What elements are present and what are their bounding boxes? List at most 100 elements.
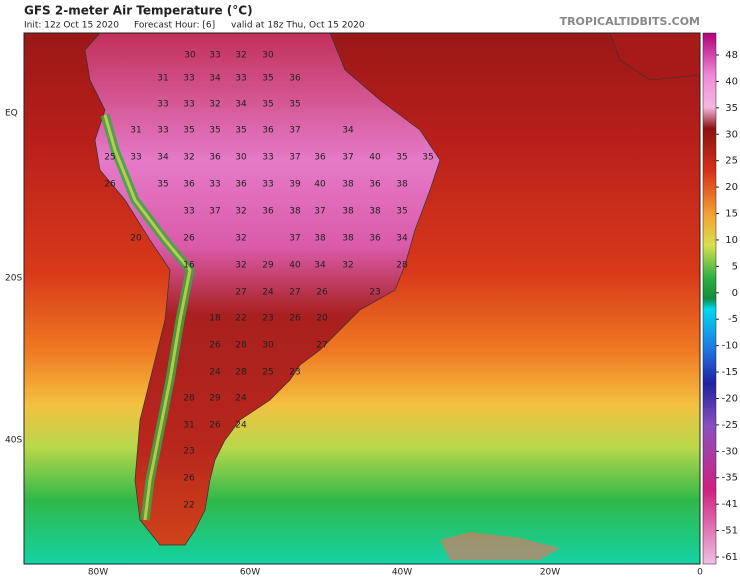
temperature-label: 33 bbox=[183, 207, 194, 217]
colorbar-label: 35 bbox=[725, 103, 738, 114]
longitude-label: 60W bbox=[240, 568, 260, 578]
temperature-label: 30 bbox=[262, 341, 274, 351]
temperature-label: 37 bbox=[314, 207, 325, 217]
temperature-label: 36 bbox=[235, 180, 247, 190]
temperature-label: 33 bbox=[262, 180, 273, 190]
temperature-label: 33 bbox=[183, 100, 194, 110]
temperature-label: 35 bbox=[289, 100, 300, 110]
temperature-label: 27 bbox=[289, 288, 300, 298]
temperature-label: 36 bbox=[209, 153, 221, 163]
temperature-label: 33 bbox=[262, 153, 273, 163]
temperature-label: 28 bbox=[235, 341, 247, 351]
temperature-label: 35 bbox=[422, 153, 433, 163]
init-time: Init: 12z Oct 15 2020 bbox=[24, 21, 119, 31]
temperature-label: 26 bbox=[289, 314, 301, 324]
temperature-label: 31 bbox=[183, 421, 194, 431]
colorbar-label: 0 bbox=[732, 288, 738, 299]
temperature-label: 28 bbox=[396, 261, 408, 271]
temperature-label: 36 bbox=[262, 207, 274, 217]
temperature-label: 20 bbox=[130, 234, 142, 244]
title: GFS 2-meter Air Temperature (°C) bbox=[24, 4, 253, 18]
temperature-label: 22 bbox=[183, 501, 194, 511]
temperature-label: 38 bbox=[289, 207, 301, 217]
temperature-label: 36 bbox=[369, 180, 381, 190]
temperature-label: 36 bbox=[369, 234, 381, 244]
temperature-label: 25 bbox=[262, 368, 273, 378]
longitude-label: 20W bbox=[540, 568, 560, 578]
temperature-label: 40 bbox=[369, 153, 381, 163]
temperature-label: 38 bbox=[342, 207, 354, 217]
longitude-label: 0 bbox=[697, 568, 703, 578]
temperature-label: 37 bbox=[289, 234, 300, 244]
temperature-label: 31 bbox=[157, 74, 168, 84]
temperature-label: 36 bbox=[289, 74, 301, 84]
temperature-label: 27 bbox=[235, 288, 246, 298]
colorbar-label: -61 bbox=[722, 552, 738, 563]
latitude-label: 20S bbox=[5, 274, 22, 284]
temperature-label: 25 bbox=[104, 153, 115, 163]
temperature-label: 30 bbox=[262, 51, 274, 61]
temperature-label: 26 bbox=[209, 421, 221, 431]
temperature-label: 24 bbox=[235, 394, 247, 404]
temperature-label: 26 bbox=[183, 234, 195, 244]
temperature-label: 33 bbox=[209, 51, 220, 61]
temperature-label: 34 bbox=[235, 100, 247, 110]
colorbar-label: -15 bbox=[722, 367, 738, 378]
temperature-label: 23 bbox=[183, 447, 194, 457]
temperature-label: 29 bbox=[209, 394, 221, 404]
map-frame bbox=[23, 32, 701, 565]
temperature-label: 33 bbox=[209, 180, 220, 190]
andes-crest bbox=[103, 114, 192, 521]
temperature-label: 38 bbox=[342, 180, 354, 190]
temperature-label: 30 bbox=[235, 153, 247, 163]
temperature-label: 33 bbox=[235, 74, 246, 84]
temperature-label: 28 bbox=[235, 368, 247, 378]
temperature-label: 40 bbox=[289, 261, 301, 271]
temperature-label: 32 bbox=[342, 261, 353, 271]
temperature-label: 34 bbox=[209, 74, 221, 84]
temperature-label: 34 bbox=[314, 261, 326, 271]
temperature-label: 39 bbox=[289, 180, 301, 190]
colorbar-label: -35 bbox=[722, 473, 738, 484]
temperature-label: 37 bbox=[342, 153, 353, 163]
colorbar-label: 40 bbox=[725, 76, 738, 87]
colorbar bbox=[702, 32, 717, 565]
colorbar-label: -5 bbox=[728, 314, 738, 325]
temperature-label: 23 bbox=[289, 368, 300, 378]
temperature-label: 16 bbox=[183, 261, 195, 271]
temperature-label: 33 bbox=[183, 74, 194, 84]
colorbar-label: -41 bbox=[722, 499, 738, 510]
temperature-label: 35 bbox=[262, 74, 273, 84]
temperature-label: 34 bbox=[396, 234, 408, 244]
temperature-label: 26 bbox=[183, 474, 195, 484]
temperature-label: 29 bbox=[262, 261, 274, 271]
valid-time: valid at 18z Thu, Oct 15 2020 bbox=[231, 21, 365, 31]
temperature-label: 38 bbox=[396, 180, 408, 190]
temperature-label: 38 bbox=[314, 234, 326, 244]
temperature-label: 35 bbox=[262, 100, 273, 110]
temperature-label: 38 bbox=[369, 207, 381, 217]
temperature-label: 32 bbox=[235, 207, 246, 217]
temperature-label: 33 bbox=[157, 126, 168, 136]
latitude-label: EQ bbox=[5, 109, 18, 119]
temperature-label: 30 bbox=[184, 51, 196, 61]
temperature-label: 20 bbox=[316, 314, 328, 324]
temperature-label: 24 bbox=[262, 288, 274, 298]
temperature-label: 24 bbox=[235, 421, 247, 431]
latitude-label: 40S bbox=[5, 436, 22, 446]
south-america bbox=[84, 32, 441, 546]
temperature-label: 35 bbox=[209, 126, 220, 136]
colorbar-label: 25 bbox=[725, 156, 738, 167]
temperature-label: 37 bbox=[289, 153, 300, 163]
temperature-label: 32 bbox=[235, 261, 246, 271]
temperature-label: 34 bbox=[342, 126, 354, 136]
colorbar-label: 10 bbox=[725, 235, 738, 246]
temperature-label: 26 bbox=[209, 341, 221, 351]
colorbar-label: 20 bbox=[725, 182, 738, 193]
temperature-label: 35 bbox=[235, 126, 246, 136]
temperature-label: 36 bbox=[262, 126, 274, 136]
temperature-label: 33 bbox=[130, 153, 141, 163]
temperature-label: 32 bbox=[183, 153, 194, 163]
